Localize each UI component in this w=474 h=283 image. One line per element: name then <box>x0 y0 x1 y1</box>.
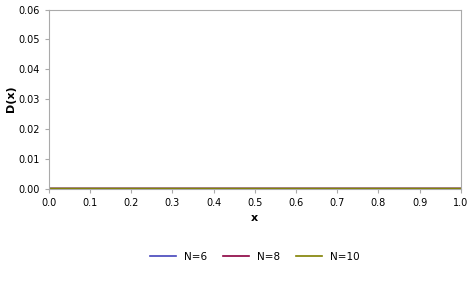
N=6 <box>246 187 252 190</box>
N=10 <box>246 187 252 190</box>
N=8 <box>446 187 452 190</box>
N=8 <box>458 187 464 190</box>
N=10 <box>445 187 450 190</box>
N=6 <box>458 187 464 190</box>
N=8 <box>46 187 52 190</box>
N=6 <box>236 187 241 190</box>
N=8 <box>370 187 376 190</box>
N=10 <box>446 187 452 190</box>
N=8 <box>246 187 252 190</box>
N=8 <box>439 187 445 190</box>
Legend: N=6, N=8, N=10: N=6, N=8, N=10 <box>146 247 364 266</box>
N=10 <box>46 187 52 190</box>
N=10 <box>67 187 73 190</box>
X-axis label: x: x <box>251 213 258 223</box>
N=8 <box>67 187 73 190</box>
N=10 <box>446 187 452 190</box>
N=6 <box>46 187 52 190</box>
Y-axis label: D(x): D(x) <box>6 86 16 112</box>
N=6 <box>67 187 73 190</box>
N=6 <box>446 187 452 190</box>
N=6 <box>446 187 452 190</box>
N=8 <box>236 187 241 190</box>
N=10 <box>236 187 241 190</box>
N=6 <box>371 187 376 190</box>
N=10 <box>458 187 464 190</box>
N=8 <box>446 187 452 190</box>
N=10 <box>370 187 376 190</box>
N=6 <box>74 187 80 190</box>
